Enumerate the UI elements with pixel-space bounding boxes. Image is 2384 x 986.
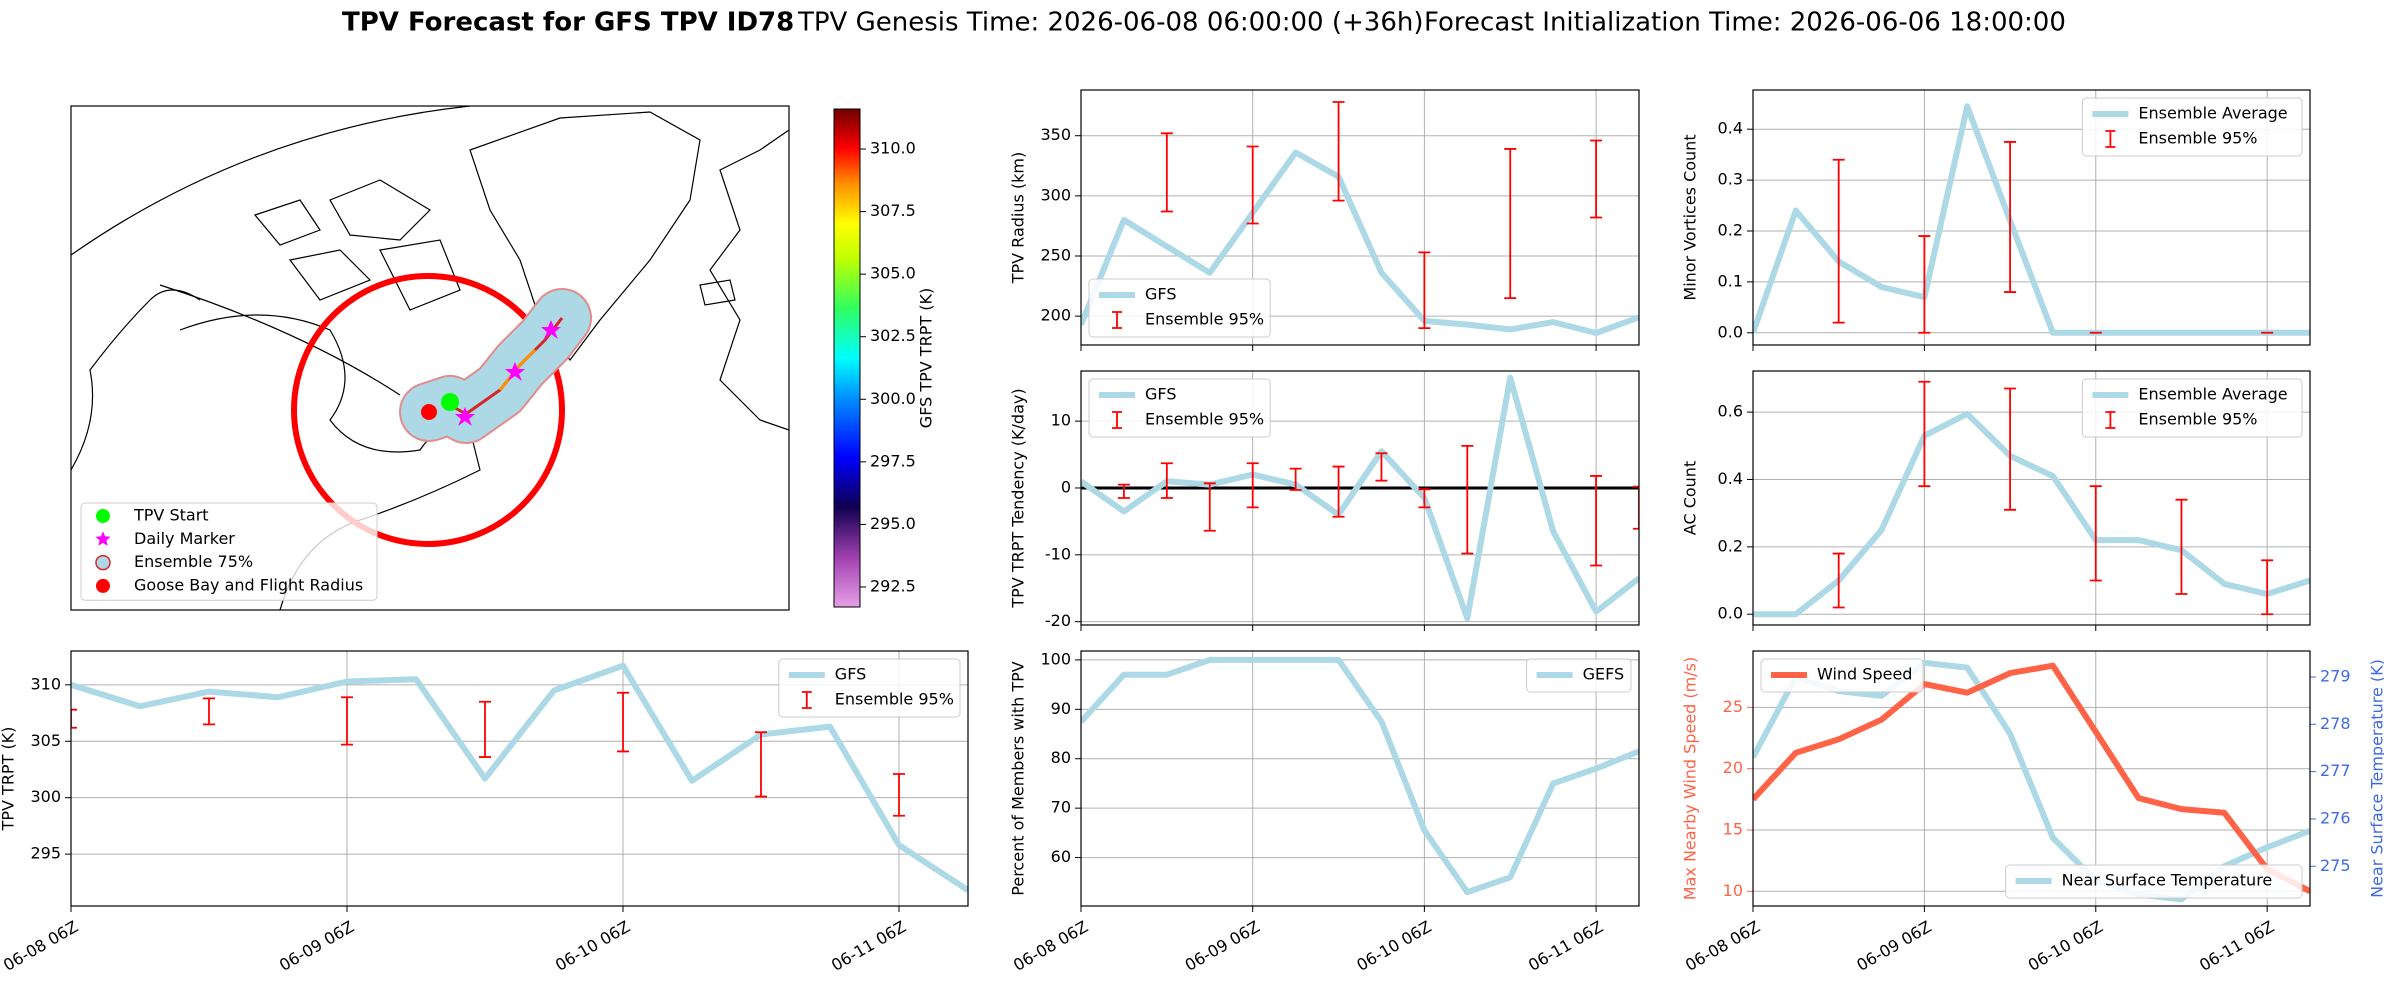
colorbar xyxy=(834,109,860,607)
legend-marker xyxy=(96,556,110,570)
x-tick-label: 06-08 06Z xyxy=(1010,917,1091,975)
legend-label: Ensemble 95% xyxy=(2138,129,2257,148)
y-tick-label: 10 xyxy=(1051,411,1071,430)
goose-bay xyxy=(421,404,437,420)
legend-label: GEFS xyxy=(1583,665,1625,684)
y-tick-label: 300 xyxy=(30,787,61,806)
x-tick-label: 06-09 06Z xyxy=(1182,917,1263,975)
legend-label: Ensemble 95% xyxy=(835,690,954,709)
legend-label: Ensemble 95% xyxy=(1145,310,1264,329)
y-tick-label: 0.3 xyxy=(1718,170,1743,189)
y-axis-label: Max Nearby Wind Speed (m/s) xyxy=(1681,657,1700,900)
legend-label: Ensemble 95% xyxy=(1145,410,1264,429)
y-tick-label: 0.6 xyxy=(1718,402,1743,421)
legend-marker xyxy=(96,509,110,523)
legend-label: GFS xyxy=(835,665,866,684)
y-tick-label: 350 xyxy=(1040,125,1071,144)
y-tick-label: 70 xyxy=(1051,798,1071,817)
y-tick-label: 15 xyxy=(1723,819,1743,838)
y-tick-label: 295 xyxy=(30,844,61,863)
y-tick-label: 0.0 xyxy=(1718,604,1743,623)
legend-label: Ensemble Average xyxy=(2138,104,2287,123)
y-tick-label: -20 xyxy=(1045,611,1071,630)
y-tick-label: 80 xyxy=(1051,748,1071,767)
y-tick-label: 0.4 xyxy=(1718,469,1743,488)
y-tick-label: 277 xyxy=(2320,761,2351,780)
colorbar-tick-label: 307.5 xyxy=(870,201,916,220)
legend-marker xyxy=(96,579,110,593)
y-axis-label: TPV TRPT (K) xyxy=(0,727,18,832)
y-tick-label: 0 xyxy=(1061,477,1071,496)
x-tick-label: 06-09 06Z xyxy=(1853,917,1934,975)
legend-label: Near Surface Temperature xyxy=(2062,871,2273,890)
y-tick-label: 0.2 xyxy=(1718,220,1743,239)
tpv-start xyxy=(441,393,459,411)
y-tick-label: 276 xyxy=(2320,808,2351,827)
legend-label: Wind Speed xyxy=(1817,665,1912,684)
x-tick-label: 06-08 06Z xyxy=(1682,917,1763,975)
colorbar-tick-label: 295.0 xyxy=(870,514,916,533)
legend-label: GFS xyxy=(1145,285,1176,304)
colorbar-tick-label: 297.5 xyxy=(870,451,916,470)
colorbar-tick-label: 305.0 xyxy=(870,264,916,283)
y-tick-label: 10 xyxy=(1723,881,1743,900)
y-tick-label: 60 xyxy=(1051,847,1071,866)
legend-label: Ensemble 95% xyxy=(2138,410,2257,429)
legend-label: Ensemble Average xyxy=(2138,385,2287,404)
x-tick-label: 06-10 06Z xyxy=(2025,917,2106,975)
legend-label: GFS xyxy=(1145,385,1176,404)
y-axis-label: TPV TRPT Tendency (K/day) xyxy=(1009,388,1028,608)
y-axis-label: AC Count xyxy=(1681,461,1700,535)
figure-subtitle: Forecast Initialization Time: 2026-06-06… xyxy=(1424,8,2066,38)
x-tick-label: 06-10 06Z xyxy=(552,917,633,975)
y-tick-label: 0.2 xyxy=(1718,536,1743,555)
legend-label: Ensemble 75% xyxy=(134,552,253,571)
y-tick-label: 0.4 xyxy=(1718,119,1743,138)
legend-label: TPV Start xyxy=(133,506,209,525)
y-tick-label: 278 xyxy=(2320,714,2351,733)
y-tick-label: 310 xyxy=(30,674,61,693)
x-tick-label: 06-11 06Z xyxy=(828,917,909,975)
y-tick-label: 305 xyxy=(30,731,61,750)
x-tick-label: 06-11 06Z xyxy=(2196,917,2277,975)
x-tick-label: 06-11 06Z xyxy=(1525,917,1606,975)
legend-label: Goose Bay and Flight Radius xyxy=(134,575,363,594)
colorbar-tick-label: 292.5 xyxy=(870,576,916,595)
y-tick-label: 250 xyxy=(1040,245,1071,264)
y-tick-label: 275 xyxy=(2320,856,2351,875)
colorbar-tick-label: 310.0 xyxy=(870,139,916,158)
y-axis-label: Percent of Members with TPV xyxy=(1009,661,1028,895)
y-tick-label: 279 xyxy=(2320,667,2351,686)
legend-label: Daily Marker xyxy=(134,529,235,548)
figure-subtitle: TPV Genesis Time: 2026-06-08 06:00:00 (+… xyxy=(797,8,1424,38)
colorbar-label: GFS TPV TRPT (K) xyxy=(917,288,936,428)
x-tick-label: 06-09 06Z xyxy=(276,917,357,975)
y-tick-label: 25 xyxy=(1723,697,1743,716)
y-tick-label: 0.1 xyxy=(1718,271,1743,290)
colorbar-tick-label: 302.5 xyxy=(870,326,916,345)
y-tick-label: 300 xyxy=(1040,185,1071,204)
y-tick-label: -10 xyxy=(1045,544,1071,563)
y-tick-label: 100 xyxy=(1040,649,1071,668)
x-tick-label: 06-10 06Z xyxy=(1353,917,1434,975)
x-tick-label: 06-08 06Z xyxy=(0,917,81,975)
y-tick-label: 0.0 xyxy=(1718,322,1743,341)
y-axis-label: TPV Radius (km) xyxy=(1009,152,1028,285)
y2-axis-label: Near Surface Temperature (K) xyxy=(2368,659,2384,898)
y-axis-label: Minor Vortices Count xyxy=(1681,134,1700,300)
y-tick-label: 90 xyxy=(1051,699,1071,718)
figure-title: TPV Forecast for GFS TPV ID78 xyxy=(342,8,794,38)
y-tick-label: 20 xyxy=(1723,758,1743,777)
y-tick-label: 200 xyxy=(1040,306,1071,325)
colorbar-tick-label: 300.0 xyxy=(870,389,916,408)
